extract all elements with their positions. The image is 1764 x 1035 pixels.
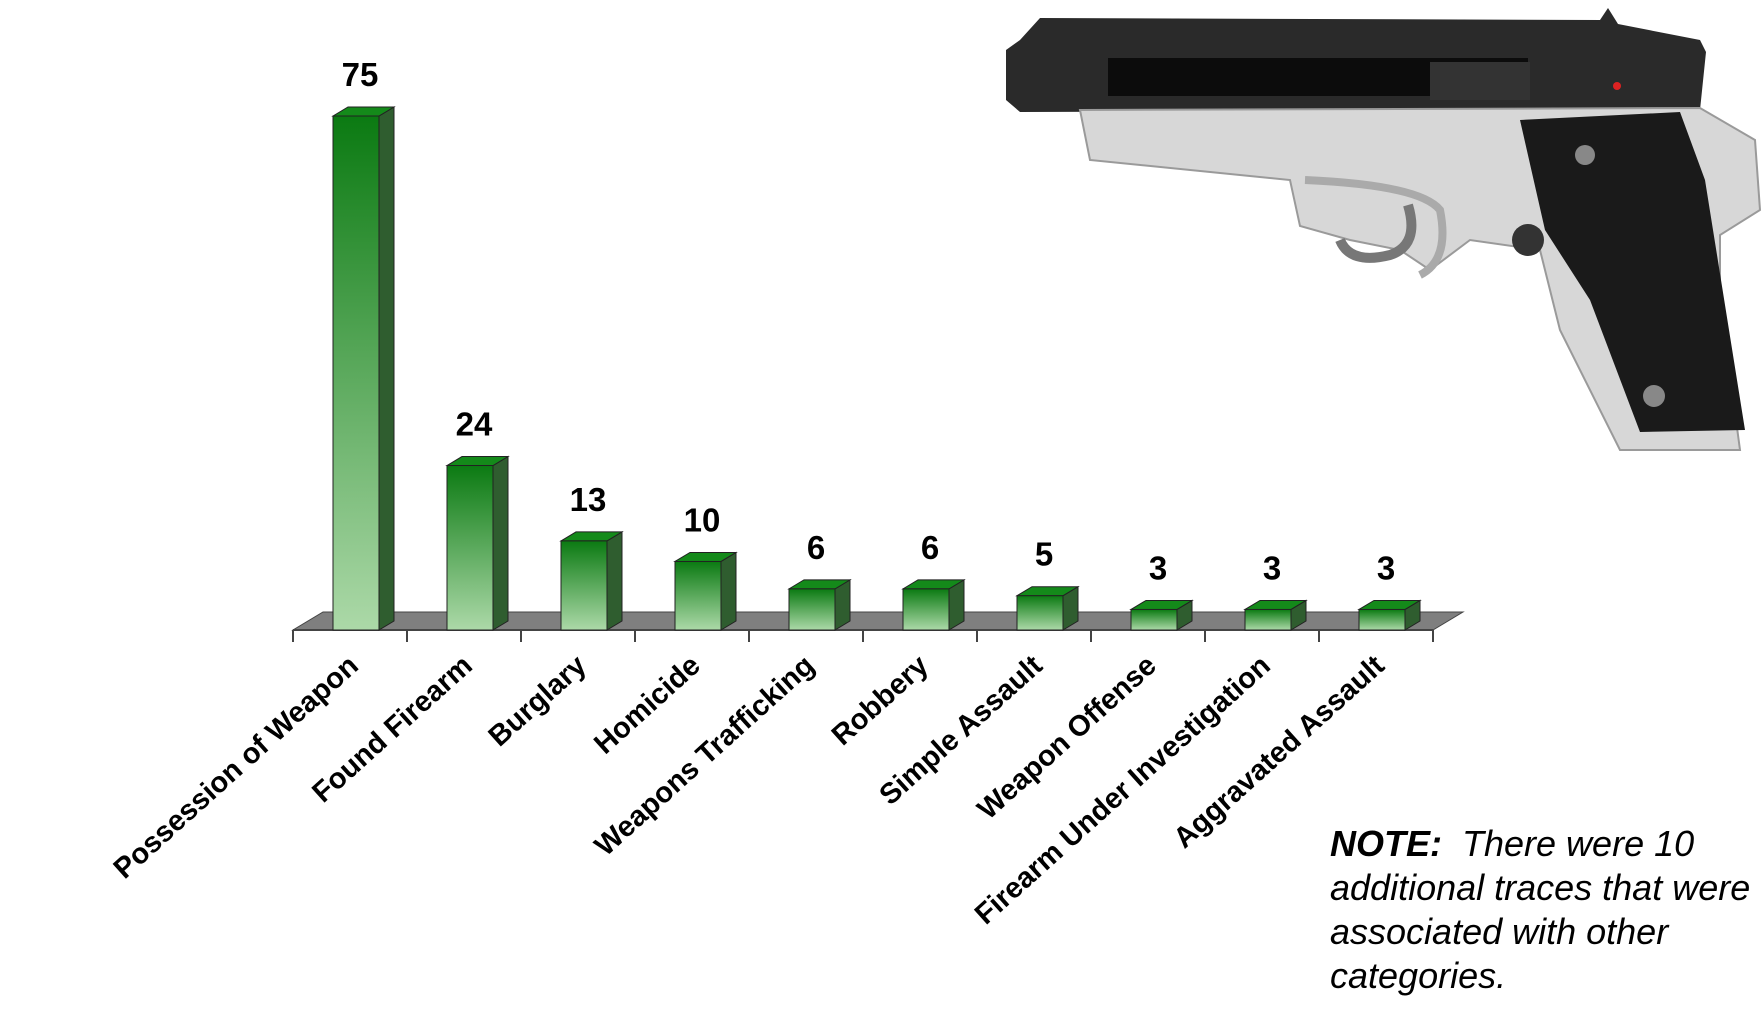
value-label: 6: [807, 529, 825, 566]
bar-side: [492, 455, 509, 631]
x-tick-label: Robbery: [826, 649, 935, 751]
bar: [788, 588, 836, 631]
value-label: 13: [570, 481, 607, 518]
bar: [674, 560, 722, 631]
x-tick-label: Burglary: [483, 649, 593, 753]
value-label: 24: [456, 406, 493, 443]
bar-side: [378, 106, 395, 631]
value-label: 5: [1035, 536, 1053, 573]
value-label: 75: [342, 56, 379, 93]
value-label: 10: [684, 501, 721, 538]
value-label: 3: [1263, 549, 1281, 586]
bar: [1244, 608, 1292, 631]
bar: [446, 465, 494, 631]
bar: [902, 588, 950, 631]
x-tick-label: Homicide: [588, 649, 706, 760]
bar: [560, 540, 608, 631]
value-label: 6: [921, 529, 939, 566]
bar: [332, 115, 380, 631]
bar-side: [606, 531, 623, 631]
note-label: NOTE:: [1330, 823, 1442, 864]
note: NOTE: There were 10 additional traces th…: [1330, 822, 1760, 998]
pistol-illustration: [1006, 8, 1762, 451]
bar: [1130, 608, 1178, 631]
bar: [1016, 595, 1064, 631]
note-text: There were 10 additional traces that wer…: [1330, 823, 1751, 996]
bar-side: [720, 551, 737, 631]
x-tick-label: Weapons Trafficking: [589, 649, 821, 862]
value-label: 3: [1149, 549, 1167, 586]
bar: [1358, 608, 1406, 631]
value-label: 3: [1377, 549, 1395, 586]
